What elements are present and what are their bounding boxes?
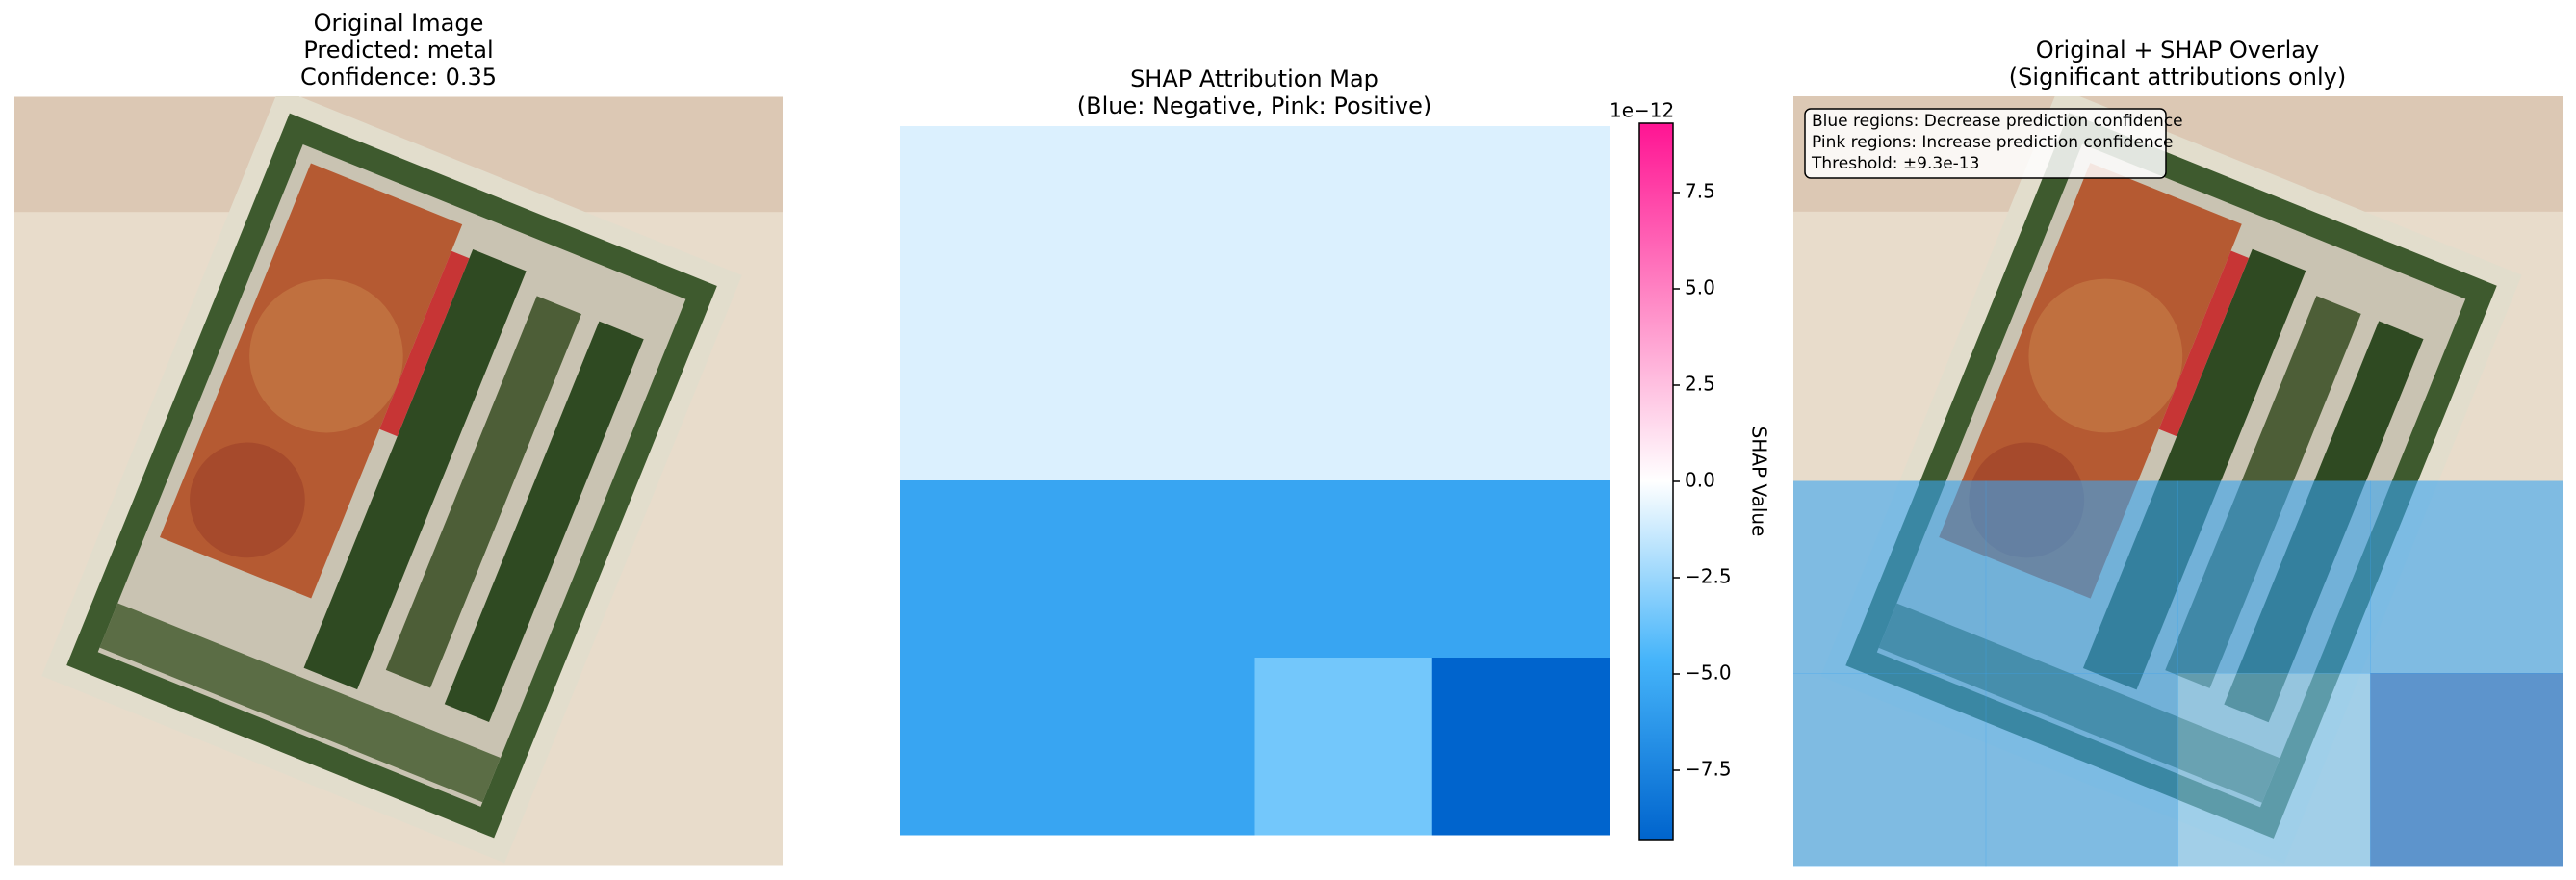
heatmap-cell	[1431, 303, 1610, 481]
overlay-cell	[1793, 289, 1986, 481]
overlay-cell	[1793, 673, 1987, 867]
colorbar-tick-label: −2.5	[1685, 565, 1732, 588]
panel-title: (Significant attributions only)	[2009, 64, 2346, 91]
overlay-layer	[1793, 96, 2563, 867]
heatmap-cell	[1254, 658, 1433, 836]
panel-title: (Blue: Negative, Pink: Positive)	[1077, 92, 1431, 119]
heatmap-cell	[900, 303, 1078, 481]
overlay-cell	[2177, 673, 2371, 867]
heatmap-cell	[1077, 303, 1255, 481]
heatmap-cell	[1431, 480, 1610, 659]
annotation-line: Blue regions: Decrease prediction confid…	[1812, 112, 2183, 131]
annotation-box	[1804, 108, 2167, 179]
heatmap-cell	[900, 126, 1078, 304]
overlay-cell	[2370, 289, 2563, 481]
overlay-cell	[1986, 289, 2178, 481]
colorbar-tick-label: −7.5	[1685, 758, 1732, 781]
panel-title: Confidence: 0.35	[300, 64, 497, 91]
overlay-cell	[2178, 289, 2371, 481]
colorbar-tick-label: 5.0	[1685, 276, 1715, 299]
heatmap-cell	[1077, 126, 1255, 304]
heatmap-cell	[900, 480, 1078, 659]
heatmap-cell	[1254, 303, 1433, 481]
colorbar-label: SHAP Value	[1748, 427, 1771, 537]
colorbar-offset: 1e−12	[1610, 99, 1674, 122]
overlay-cell	[1985, 480, 2178, 674]
heatmap-cell	[1077, 480, 1255, 659]
annotation-line: Pink regions: Increase prediction confid…	[1812, 133, 2173, 152]
colorbar	[1638, 122, 1674, 841]
panel-title: Predicted: metal	[303, 37, 493, 64]
colorbar-tick-label: 7.5	[1685, 180, 1715, 203]
annotation-line: Threshold: ±9.3e-13	[1811, 154, 1979, 173]
heatmap-cell	[1077, 658, 1255, 836]
heatmap-cell	[1431, 126, 1610, 304]
original-image	[14, 96, 783, 866]
heatmap-cell	[1254, 480, 1433, 659]
heatmap-cell	[900, 658, 1078, 836]
colorbar-tick-label: 0.0	[1685, 469, 1715, 492]
overlay-cell	[2178, 96, 2371, 289]
panel-title: Original + SHAP Overlay	[2036, 37, 2319, 64]
colorbar-tick-label: 2.5	[1685, 373, 1715, 396]
overlay-cell	[1793, 480, 1987, 674]
overlay-cell	[2177, 480, 2371, 674]
heatmap-cell	[1431, 658, 1610, 836]
overlay-cell	[2370, 480, 2563, 674]
overlay-cell	[1985, 673, 2178, 867]
panel-title: SHAP Attribution Map	[1130, 65, 1378, 92]
heatmap-cell	[1254, 126, 1433, 304]
overlay-cell	[2370, 96, 2563, 289]
colorbar-tick-label: −5.0	[1685, 661, 1732, 685]
overlay-cell	[2370, 673, 2563, 867]
panel-title: Original Image	[314, 10, 484, 37]
